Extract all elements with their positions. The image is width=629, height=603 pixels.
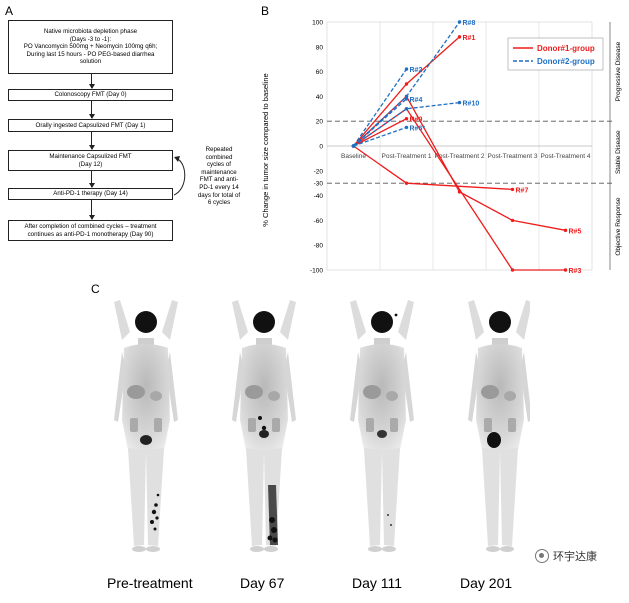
caption-day-111: Day 111 bbox=[352, 575, 403, 591]
maintenance-fmt-box: Maintenance Capsulized FMT (Day 12) bbox=[8, 150, 173, 171]
data-point bbox=[404, 107, 409, 111]
x-tick-label: Post-Treatment 1 bbox=[382, 153, 432, 160]
series-label: R#1 bbox=[463, 35, 476, 42]
series-label: R#10 bbox=[463, 101, 480, 108]
series-line bbox=[353, 101, 460, 147]
legend-entry-donor1: Donor#1-group bbox=[537, 44, 595, 53]
series-label: R#4 bbox=[410, 97, 423, 104]
series-line bbox=[353, 107, 566, 271]
y-tick-label: 80 bbox=[316, 44, 324, 51]
repeat-cycle-note: Repeated combined cycles of maintenance … bbox=[197, 146, 241, 207]
x-axis-ticks: Baseline Post-Treatment 1 Post-Treatment 2… bbox=[341, 153, 591, 160]
legend-box bbox=[507, 37, 604, 71]
data-point bbox=[457, 35, 462, 39]
data-point bbox=[457, 190, 462, 194]
panel-c-letter: C bbox=[91, 282, 100, 296]
y-axis-label: % Change in tumor size compared to basel… bbox=[261, 73, 270, 226]
panel-b-letter: B bbox=[261, 4, 270, 18]
series-label: R#2 bbox=[410, 67, 423, 74]
y-tick-label: -100 bbox=[310, 268, 323, 275]
data-point bbox=[351, 144, 356, 148]
x-tick-label: Post-Treatment 3 bbox=[488, 153, 538, 160]
y-tick-label: 100 bbox=[312, 20, 323, 27]
data-point bbox=[510, 218, 515, 223]
caption-day-67: Day 67 bbox=[240, 575, 285, 591]
watermark-text: 环宇达康 bbox=[553, 551, 597, 563]
watermark: 环宇达康 bbox=[535, 548, 597, 564]
legend-entry-donor2: Donor#2-group bbox=[537, 57, 595, 66]
depletion-phase-box: Native microbiota depletion phase (Days … bbox=[8, 20, 173, 74]
x-tick-label: Post-Treatment 4 bbox=[541, 153, 591, 160]
data-point bbox=[404, 82, 409, 86]
panel-a-letter: A bbox=[5, 4, 14, 18]
series-label: R#7 bbox=[516, 187, 529, 194]
flow-arrow bbox=[88, 74, 95, 89]
data-point bbox=[404, 67, 409, 71]
flow-arrow bbox=[88, 132, 95, 150]
y-tick-label: 60 bbox=[316, 69, 324, 76]
flow-arrow bbox=[88, 171, 95, 188]
y-axis-ticks: -100 -80 -60 -40 -30 -20 0 20 40 60 80 100 bbox=[310, 20, 323, 275]
zone-label: Objective Response bbox=[615, 197, 622, 256]
x-tick-label: Baseline bbox=[341, 153, 366, 160]
colonoscopy-fmt-box: Colonoscopy FMT (Day 0) bbox=[8, 89, 173, 101]
data-point bbox=[457, 20, 462, 24]
anti-pd1-box: Anti-PD-1 therapy (Day 14) bbox=[8, 188, 173, 200]
data-point bbox=[404, 117, 409, 121]
response-zones: Progressive Disease Stable Disease Objecti… bbox=[609, 22, 622, 270]
pet-scan-day-201 bbox=[468, 300, 530, 552]
series-lines: R#1 R#3 R#5 R#7 R#9 R#2 R#4 R#6* R#8 R#10 bbox=[351, 20, 582, 275]
series-line bbox=[353, 126, 407, 147]
flow-arrow bbox=[88, 101, 95, 119]
monotherapy-box: After completion of combined cycles – tr… bbox=[8, 220, 173, 241]
pet-scan-day-111 bbox=[350, 300, 414, 552]
zone-label: Progressive Disease bbox=[615, 41, 622, 101]
y-tick-label: -80 bbox=[314, 243, 324, 250]
data-point bbox=[563, 228, 568, 233]
pet-scan-images bbox=[114, 300, 530, 552]
gridlines bbox=[326, 21, 593, 271]
data-point bbox=[563, 268, 568, 272]
series-label: R#9 bbox=[410, 117, 423, 124]
data-point bbox=[457, 100, 462, 105]
series-line bbox=[353, 36, 460, 147]
pet-scan-pre-treatment bbox=[114, 300, 178, 552]
legend: Donor#1-group Donor#2-group bbox=[507, 37, 604, 71]
x-tick-label: Post-Treatment 2 bbox=[435, 153, 485, 160]
y-tick-label: -40 bbox=[314, 193, 324, 200]
y-tick-label: -60 bbox=[314, 218, 324, 225]
series-label: R#5 bbox=[569, 228, 582, 235]
tumor-size-chart: % Change in tumor size compared to basel… bbox=[261, 20, 622, 276]
series-line bbox=[353, 118, 407, 147]
zone-label: Stable Disease bbox=[615, 130, 622, 174]
data-point bbox=[404, 181, 409, 185]
wechat-logo-icon bbox=[535, 549, 549, 563]
y-tick-label: -30 bbox=[314, 181, 324, 188]
y-tick-label: 0 bbox=[319, 144, 323, 151]
series-label: R#8 bbox=[463, 20, 476, 27]
caption-day-201: Day 201 bbox=[460, 575, 513, 591]
series-line bbox=[352, 68, 408, 147]
data-point bbox=[510, 187, 515, 192]
y-tick-label: 40 bbox=[316, 94, 324, 101]
repeat-cycle-arrow bbox=[173, 156, 186, 196]
data-point bbox=[510, 268, 515, 272]
pet-scan-day-67 bbox=[232, 300, 296, 552]
caption-pre-treatment: Pre-treatment bbox=[107, 575, 193, 591]
series-label: R#6* bbox=[410, 125, 426, 132]
series-label: R#3 bbox=[569, 268, 582, 275]
flow-arrow bbox=[88, 200, 95, 220]
oral-capsule-fmt-box: Orally ingested Capsulized FMT (Day 1) bbox=[8, 119, 173, 132]
y-tick-label: -20 bbox=[314, 168, 324, 175]
y-tick-label: 20 bbox=[316, 119, 324, 126]
data-point bbox=[404, 97, 409, 101]
data-point bbox=[404, 94, 409, 99]
data-point bbox=[404, 125, 409, 130]
